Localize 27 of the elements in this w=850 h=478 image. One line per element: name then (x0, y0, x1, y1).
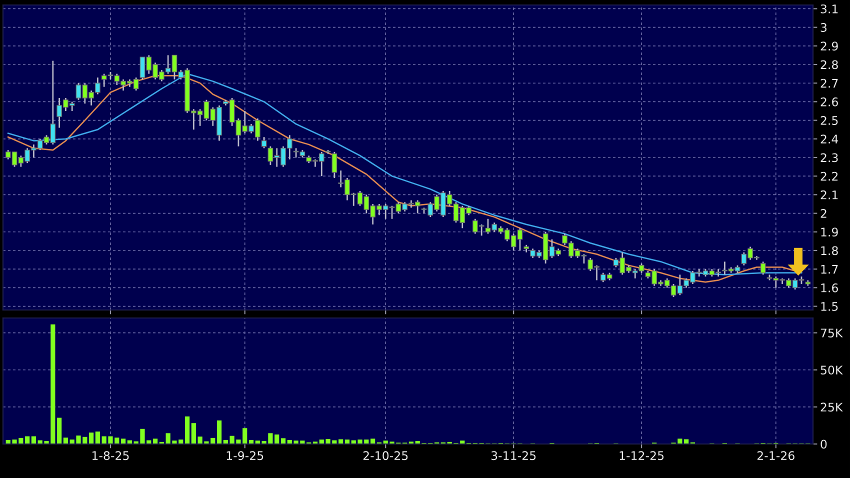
x-tick-label: 3-11-25 (491, 451, 536, 460)
y-tick-label: 25K (820, 402, 843, 412)
y-tick-label: 1.8 (821, 246, 838, 256)
y-tick-label: 2.2 (820, 172, 838, 181)
y-tick-label: 2.9 (820, 42, 838, 51)
y-tick-label: 75K (820, 328, 843, 338)
y-tick-label: 2.1 (820, 190, 838, 200)
y-tick-label: 2 (820, 209, 826, 218)
y-tick-label: 0 (820, 440, 827, 449)
y-tick-label: 2.5 (820, 116, 838, 125)
y-tick-label: 3.1 (820, 4, 838, 14)
y-tick-label: 1.9 (821, 228, 838, 237)
x-tick-label: 2-1-26 (757, 451, 794, 460)
x-tick-label: 1-12-25 (620, 451, 664, 460)
y-tick-label: 3 (820, 23, 827, 32)
y-tick-label: 1.6 (821, 283, 838, 292)
y-tick-label: 1.5 (821, 302, 838, 311)
y-tick-label: 50K (820, 366, 843, 375)
x-tick-label: 2-10-25 (363, 451, 408, 460)
x-tick-label: 1-9-25 (226, 451, 264, 460)
y-tick-label: 1.7 (821, 264, 838, 274)
y-tick-label: 2.4 (820, 134, 838, 144)
x-tick-label: 1-8-25 (92, 451, 129, 460)
y-tick-label: 2.7 (820, 78, 838, 88)
y-tick-label: 2.3 (820, 153, 838, 162)
y-tick-label: 2.8 (820, 60, 838, 70)
y-tick-label: 2.6 (820, 97, 838, 106)
